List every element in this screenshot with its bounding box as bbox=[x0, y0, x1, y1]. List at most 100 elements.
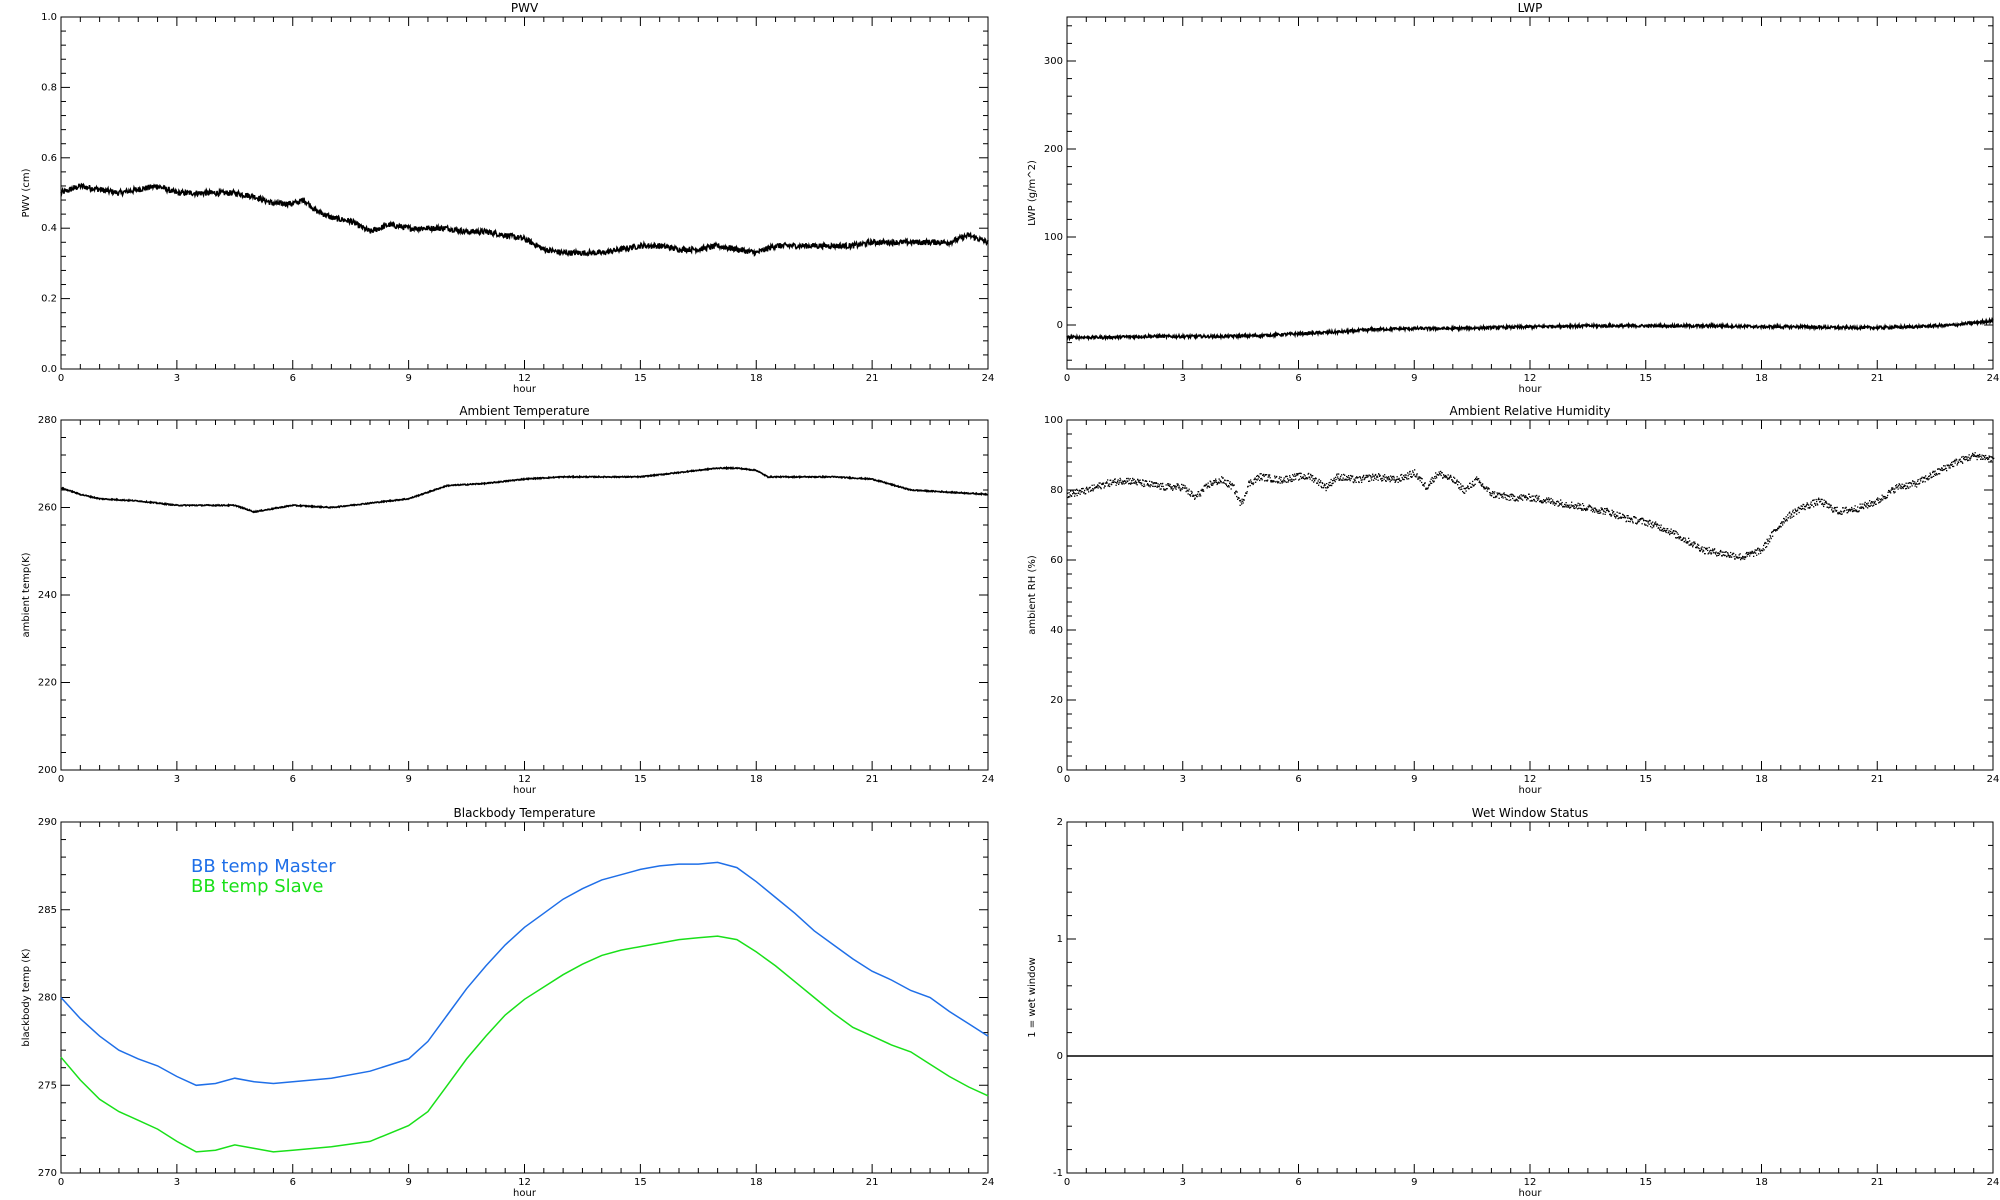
data-point bbox=[1828, 503, 1830, 505]
data-point bbox=[1178, 485, 1180, 487]
data-point bbox=[1736, 557, 1738, 559]
data-point bbox=[1262, 474, 1264, 476]
data-point bbox=[1925, 475, 1927, 477]
data-point bbox=[1123, 483, 1125, 485]
data-point bbox=[1098, 485, 1100, 487]
data-point bbox=[1715, 551, 1717, 553]
data-point bbox=[1140, 482, 1142, 484]
data-point bbox=[1581, 509, 1583, 511]
data-point bbox=[1934, 473, 1936, 476]
data-point bbox=[1790, 517, 1792, 519]
data-point bbox=[1401, 473, 1403, 476]
data-point bbox=[1133, 482, 1135, 484]
data-point bbox=[1588, 504, 1590, 506]
data-point bbox=[1605, 508, 1607, 510]
data-point bbox=[1172, 489, 1174, 491]
data-point bbox=[1769, 534, 1771, 537]
data-point bbox=[1707, 553, 1709, 555]
data-point bbox=[1174, 487, 1176, 489]
data-point bbox=[1131, 482, 1133, 484]
data-point bbox=[1362, 475, 1364, 478]
data-point bbox=[1147, 483, 1149, 485]
data-point bbox=[1102, 482, 1104, 484]
data-point bbox=[1410, 476, 1412, 478]
data-point bbox=[1528, 493, 1530, 495]
data-point bbox=[1644, 524, 1646, 526]
data-point bbox=[1708, 552, 1710, 554]
data-point bbox=[1944, 468, 1946, 470]
data-point bbox=[1964, 456, 1966, 458]
data-point bbox=[1938, 473, 1940, 475]
data-point bbox=[1965, 456, 1967, 458]
data-point bbox=[1859, 503, 1861, 505]
data-point bbox=[1934, 470, 1936, 472]
chart-title: Wet Window Status bbox=[1472, 806, 1588, 820]
y-tick-label: 280 bbox=[38, 993, 57, 1004]
data-point bbox=[1167, 484, 1169, 486]
data-point bbox=[1783, 522, 1785, 524]
data-point bbox=[1498, 497, 1500, 499]
data-point bbox=[1798, 506, 1800, 508]
data-point bbox=[1648, 523, 1650, 525]
y-tick-label: 260 bbox=[38, 503, 57, 514]
data-point bbox=[1989, 455, 1991, 458]
data-point bbox=[1940, 469, 1942, 471]
data-point bbox=[1756, 554, 1758, 556]
data-point bbox=[1085, 487, 1087, 490]
data-point bbox=[1156, 486, 1158, 488]
data-point bbox=[1174, 486, 1176, 488]
data-point bbox=[1298, 479, 1300, 481]
data-point bbox=[1453, 476, 1455, 478]
plot-frame bbox=[1066, 16, 1994, 370]
data-point bbox=[1675, 537, 1677, 539]
data-point bbox=[1310, 473, 1312, 476]
data-point bbox=[1099, 482, 1101, 484]
data-point bbox=[1330, 484, 1332, 486]
data-point bbox=[1096, 485, 1098, 487]
x-axis-label: hour bbox=[513, 1188, 537, 1199]
data-point bbox=[1768, 538, 1770, 540]
data-point bbox=[1694, 542, 1696, 545]
data-point bbox=[1877, 499, 1879, 502]
data-point bbox=[1558, 504, 1560, 507]
data-point bbox=[1693, 543, 1695, 545]
data-point bbox=[1883, 497, 1885, 500]
data-point bbox=[1453, 481, 1455, 484]
data-point bbox=[1756, 549, 1758, 551]
data-point bbox=[1414, 469, 1416, 471]
data-point bbox=[1586, 509, 1588, 511]
data-point bbox=[1284, 481, 1286, 483]
data-point bbox=[1507, 494, 1509, 497]
data-point bbox=[1323, 486, 1325, 489]
data-point bbox=[1670, 528, 1672, 530]
data-point bbox=[1705, 547, 1707, 549]
x-tick-label: 12 bbox=[518, 1177, 531, 1188]
data-point bbox=[1541, 502, 1543, 504]
data-point bbox=[1104, 485, 1106, 487]
data-point bbox=[1576, 504, 1578, 506]
data-point bbox=[1866, 504, 1868, 506]
data-point bbox=[1333, 477, 1335, 479]
data-point bbox=[1428, 485, 1430, 487]
y-axis-label: LWP (g/m^2) bbox=[1027, 160, 1038, 226]
data-point bbox=[1427, 487, 1429, 489]
data-point bbox=[1779, 526, 1781, 528]
data-point bbox=[1714, 548, 1716, 550]
data-point bbox=[1326, 483, 1328, 485]
data-point bbox=[1613, 511, 1615, 513]
data-point bbox=[1334, 479, 1336, 481]
data-point bbox=[1410, 473, 1412, 475]
data-point bbox=[1672, 532, 1674, 534]
data-point bbox=[1692, 544, 1694, 547]
data-point bbox=[1199, 493, 1201, 495]
data-point bbox=[1729, 556, 1731, 558]
data-point bbox=[1604, 508, 1606, 510]
data-point bbox=[1432, 477, 1434, 480]
data-point bbox=[1355, 477, 1357, 479]
data-point bbox=[1271, 479, 1273, 482]
data-point bbox=[1486, 490, 1488, 492]
data-point bbox=[1894, 488, 1896, 490]
data-point bbox=[1330, 478, 1332, 481]
data-point bbox=[1766, 538, 1768, 540]
data-point bbox=[1674, 532, 1676, 535]
